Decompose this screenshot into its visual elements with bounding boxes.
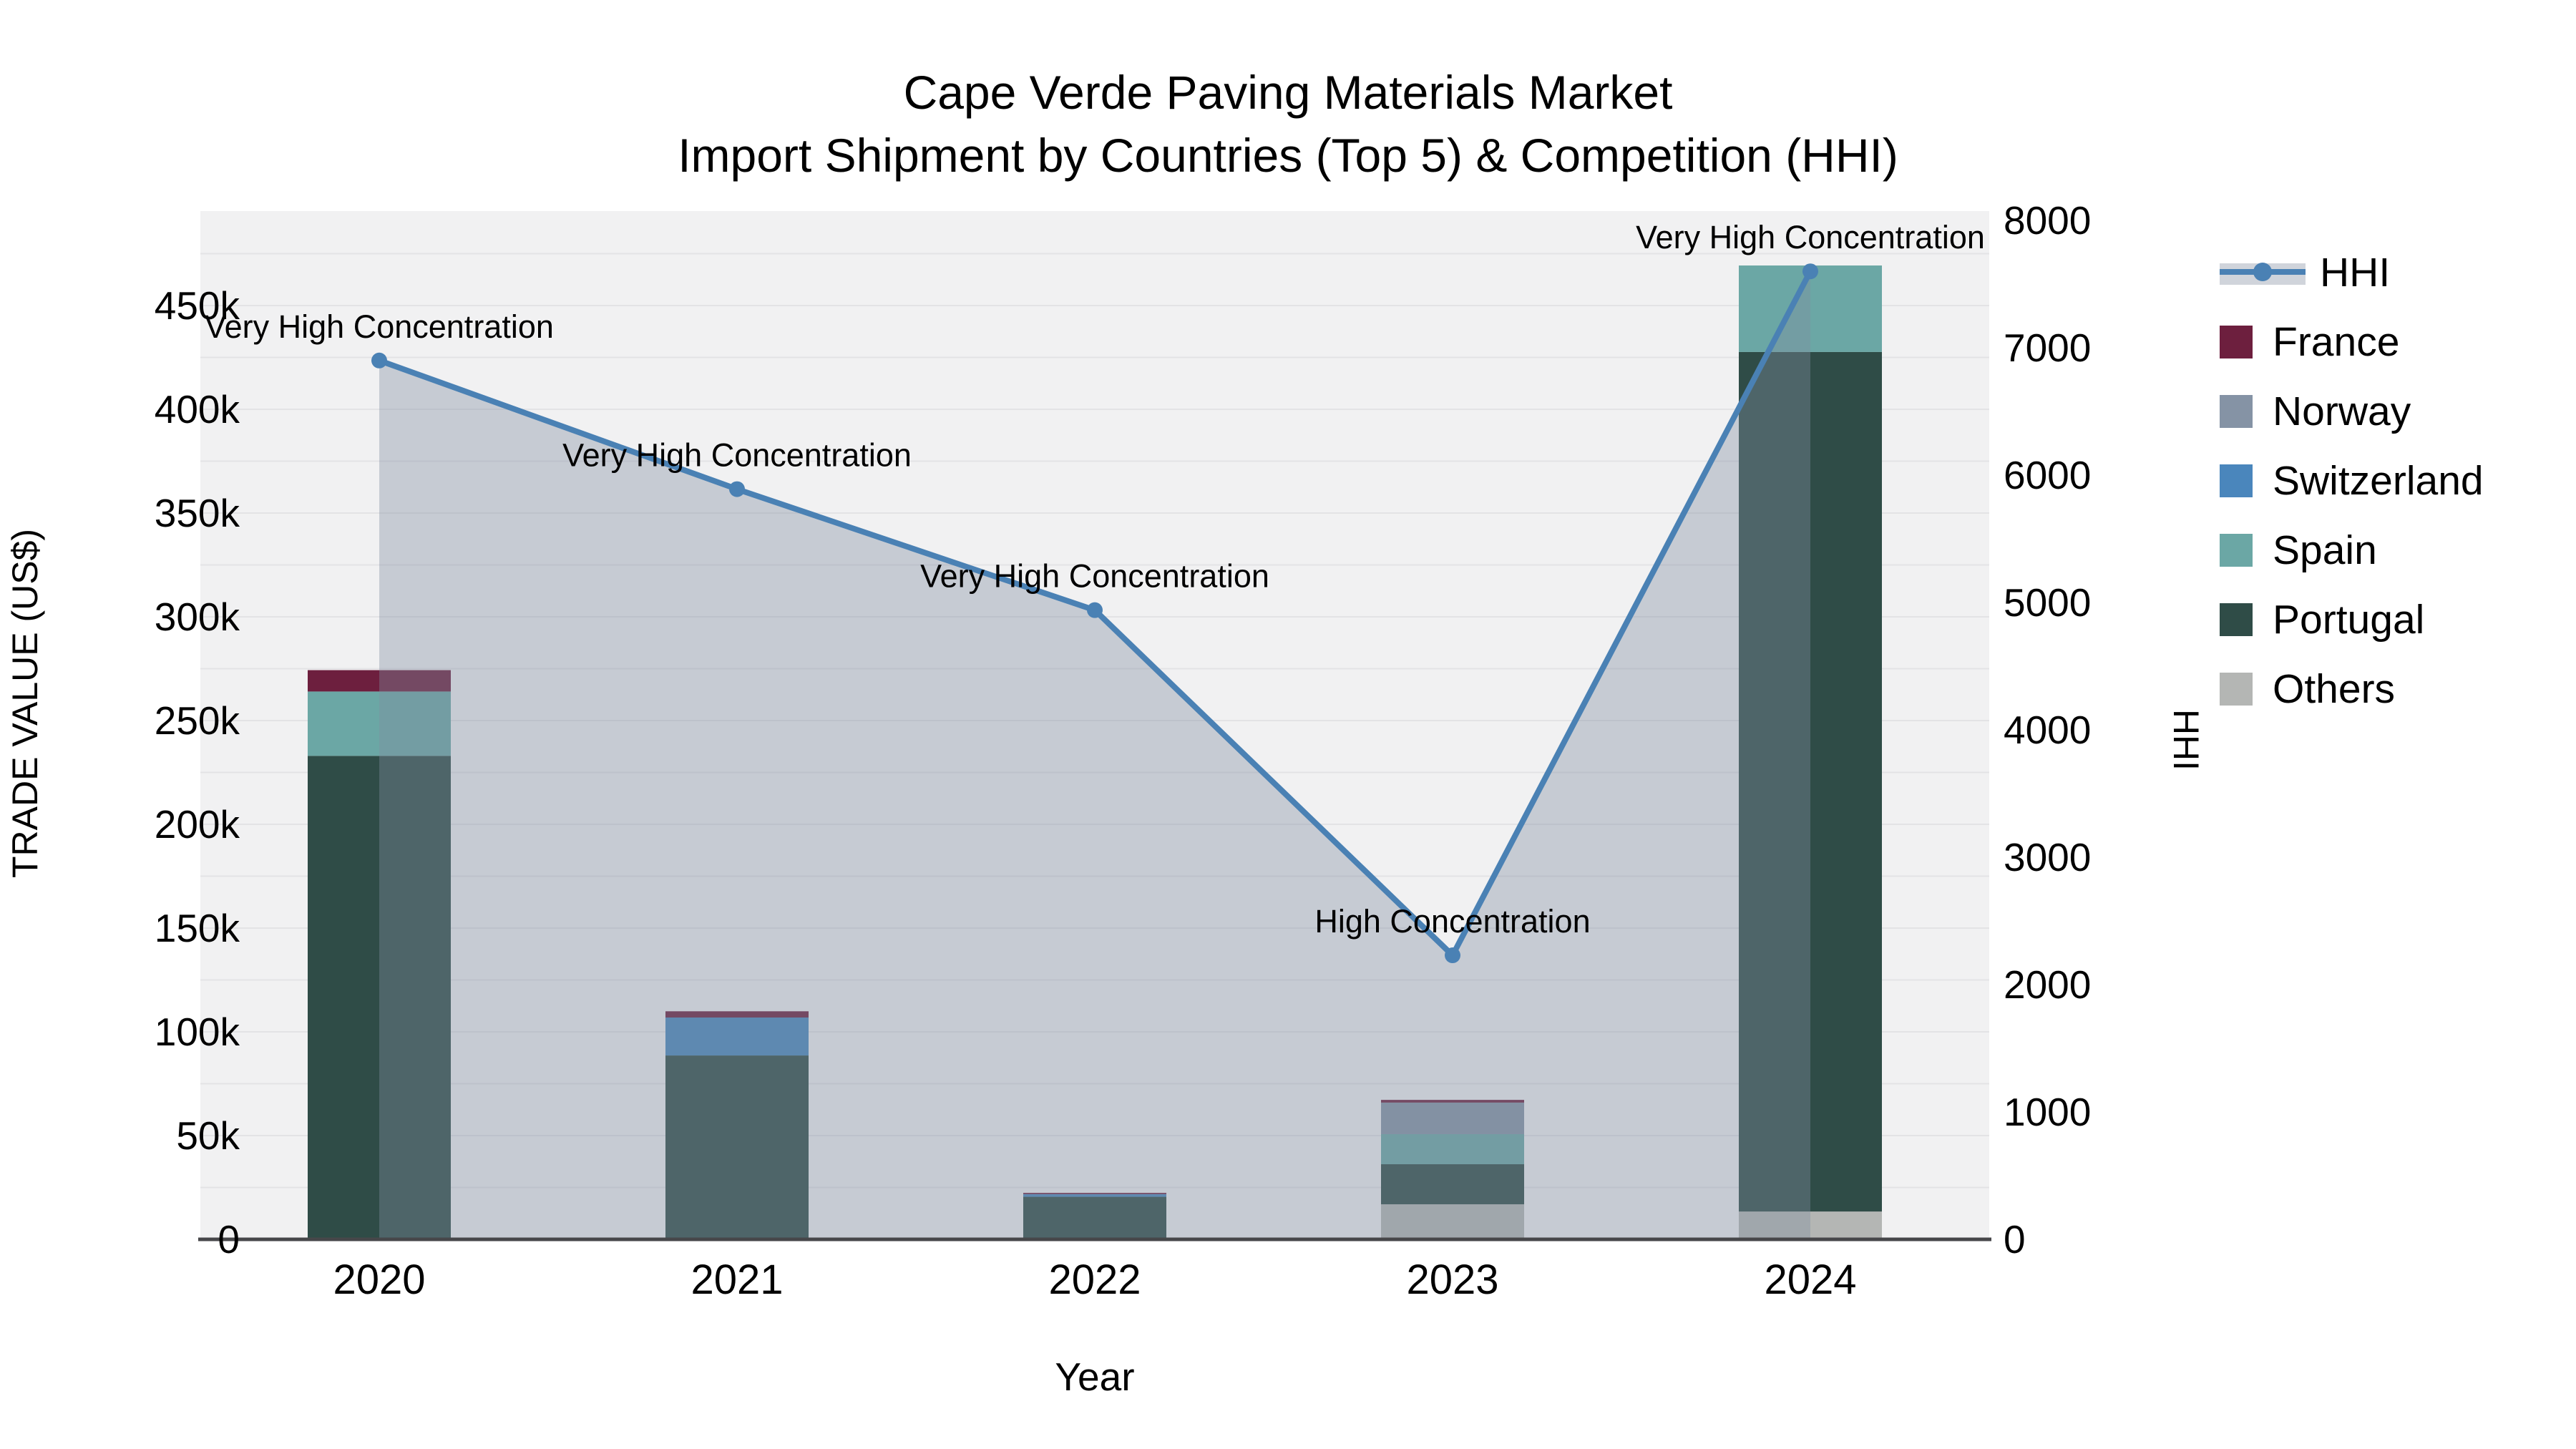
bar-segment-france-2020 (308, 670, 451, 692)
annotation-2024: Very High Concentration (1636, 219, 1985, 255)
legend-label: Portugal (2273, 596, 2425, 643)
y-right-tick-label: 6000 (2004, 453, 2091, 497)
y-left-tick-label: 0 (218, 1217, 240, 1262)
bar-segment-switzerland-2021 (665, 1017, 809, 1056)
y-left-tick-label: 200k (155, 802, 240, 847)
bar-segment-switzerland-2022 (1023, 1194, 1166, 1197)
legend-swatch-france (2220, 325, 2253, 358)
bar-segment-others-2023 (1381, 1204, 1524, 1239)
bar-segment-france-2022 (1023, 1193, 1166, 1194)
hhi-marker-2022 (1087, 602, 1103, 618)
legend-item-portugal[interactable]: Portugal (2220, 585, 2484, 654)
bar-segment-spain-2020 (308, 691, 451, 756)
chart-title-line1: Cape Verde Paving Materials Market (903, 66, 1673, 119)
hhi-marker-2024 (1802, 263, 1818, 280)
legend: HHI France Norway Switzerland Spain Portugal O… (2220, 238, 2484, 723)
legend-label: HHI (2320, 249, 2391, 296)
y-right-tick-label: 5000 (2004, 580, 2091, 625)
legend-label: Spain (2273, 527, 2377, 573)
bar-segment-portugal-2022 (1023, 1196, 1166, 1239)
legend-swatch-spain (2220, 533, 2253, 567)
y-left-tick-label: 300k (155, 595, 240, 639)
y-left-tick-label: 50k (176, 1113, 240, 1158)
y-right-tick-label: 2000 (2004, 962, 2091, 1007)
y-right-tick-label: 1000 (2004, 1090, 2091, 1134)
legend-item-hhi[interactable]: HHI (2220, 238, 2484, 307)
hhi-marker-2023 (1445, 947, 1460, 964)
annotation-2020: Very High Concentration (205, 308, 554, 345)
x-tick-label-2022: 2022 (1048, 1257, 1141, 1303)
annotation-2022: Very High Concentration (920, 558, 1269, 595)
x-tick-label-2023: 2023 (1406, 1257, 1498, 1303)
y-right-tick-label: 4000 (2004, 708, 2091, 752)
y-left-tick-label: 400k (155, 387, 240, 431)
annotation-2023: High Concentration (1314, 903, 1590, 940)
x-axis-title: Year (1055, 1355, 1135, 1399)
y-left-axis-title: TRADE VALUE (US$) (5, 528, 45, 878)
y-right-tick-label: 3000 (2004, 835, 2091, 879)
y-left-tick-label: 450k (155, 283, 240, 328)
bar-segment-france-2021 (665, 1011, 809, 1018)
legend-item-others[interactable]: Others (2220, 654, 2484, 723)
annotation-2021: Very High Concentration (562, 437, 912, 474)
bar-segment-portugal-2024 (1739, 351, 1882, 1212)
y-left-tick-label: 100k (155, 1010, 240, 1054)
x-tick-label-2024: 2024 (1764, 1257, 1856, 1303)
legend-swatch-portugal (2220, 602, 2253, 636)
bar-segment-portugal-2023 (1381, 1164, 1524, 1204)
y-right-tick-label: 0 (2004, 1217, 2026, 1262)
hhi-line-icon (2220, 256, 2306, 289)
legend-swatch-others (2220, 672, 2253, 706)
y-right-axis-title: HHI (2166, 708, 2206, 771)
legend-item-france[interactable]: France (2220, 307, 2484, 376)
plot-background (200, 211, 1989, 1239)
legend-label: Norway (2273, 388, 2411, 434)
legend-label: Others (2273, 665, 2396, 712)
legend-item-switzerland[interactable]: Switzerland (2220, 446, 2484, 515)
hhi-marker-2021 (729, 481, 745, 497)
hhi-area-fill (379, 271, 1810, 1240)
chart-title-line2: Import Shipment by Countries (Top 5) & C… (678, 128, 1898, 182)
legend-item-spain[interactable]: Spain (2220, 515, 2484, 585)
bar-segment-spain-2023 (1381, 1133, 1524, 1165)
bar-segment-spain-2024 (1739, 265, 1882, 352)
chart-title: Cape Verde Paving Materials Market Impor… (0, 62, 2576, 187)
y-left-tick-label: 350k (155, 491, 240, 535)
x-tick-label-2021: 2021 (691, 1257, 783, 1303)
y-right-tick-label: 7000 (2004, 326, 2091, 370)
y-left-tick-label: 150k (155, 906, 240, 950)
y-right-tick-label: 8000 (2004, 198, 2091, 243)
legend-swatch-norway (2220, 394, 2253, 428)
y-left-tick-label: 250k (155, 698, 240, 743)
bar-segment-france-2023 (1381, 1100, 1524, 1103)
legend-label: Switzerland (2273, 457, 2484, 504)
legend-swatch-switzerland (2220, 464, 2253, 497)
hhi-marker-2020 (371, 352, 387, 369)
bar-segment-portugal-2021 (665, 1055, 809, 1239)
legend-item-norway[interactable]: Norway (2220, 376, 2484, 446)
bar-segment-others-2024 (1739, 1211, 1882, 1239)
legend-label: France (2273, 318, 2400, 365)
bar-segment-portugal-2020 (308, 756, 451, 1239)
x-tick-label-2020: 2020 (333, 1257, 425, 1303)
bar-segment-norway-2023 (1381, 1102, 1524, 1134)
